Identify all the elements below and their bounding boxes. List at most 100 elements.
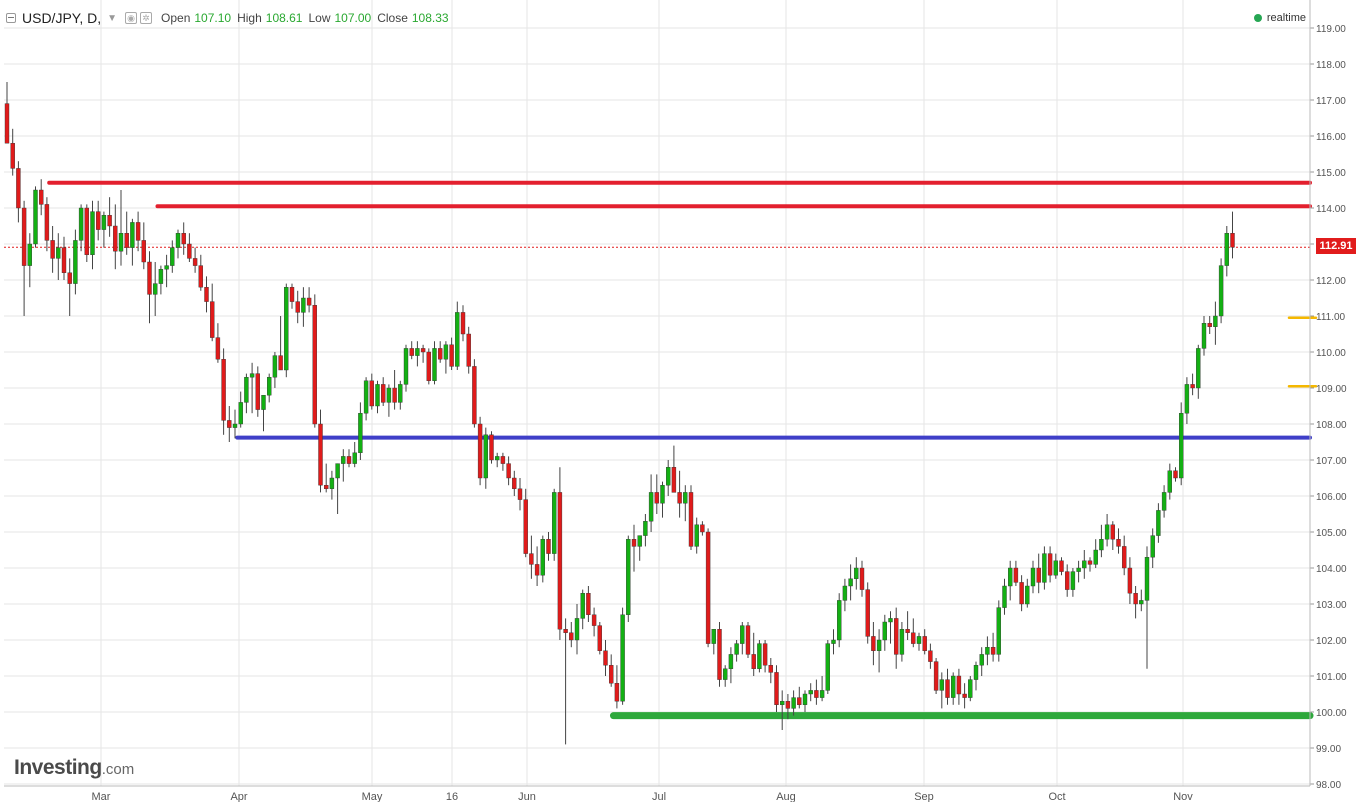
candle xyxy=(295,290,300,324)
candle-body xyxy=(10,142,15,169)
candle-body xyxy=(381,384,386,403)
candle xyxy=(455,301,460,370)
candle-body xyxy=(420,348,426,353)
candle xyxy=(232,409,238,439)
candle-body xyxy=(1064,571,1070,590)
y-tick-label: 111.00 xyxy=(1316,312,1346,323)
horizontal-lines xyxy=(4,180,1318,720)
y-tick-label: 119.00 xyxy=(1316,24,1346,35)
candle-body xyxy=(432,348,437,381)
candle-body xyxy=(1070,571,1076,590)
candle-body xyxy=(44,204,50,241)
chevron-down-icon[interactable]: ▼ xyxy=(107,12,118,24)
candle xyxy=(569,622,574,648)
candle-body xyxy=(996,607,1001,655)
collapse-icon[interactable] xyxy=(6,13,16,23)
candle-body xyxy=(512,477,517,490)
candle-body xyxy=(797,697,802,705)
candle xyxy=(517,478,523,511)
candle-body xyxy=(249,373,255,378)
candle-body xyxy=(107,214,112,227)
candle xyxy=(768,658,773,684)
candle xyxy=(1070,568,1076,597)
candle xyxy=(33,186,38,248)
candle xyxy=(591,607,597,637)
candle-body xyxy=(734,643,739,655)
candle-body xyxy=(324,485,329,490)
candle-body xyxy=(56,247,61,259)
candle-body xyxy=(1213,315,1218,328)
candle xyxy=(84,204,90,262)
candle xyxy=(238,391,243,428)
candle xyxy=(495,452,500,468)
candle xyxy=(819,676,825,702)
candle xyxy=(118,190,124,266)
candle-body xyxy=(677,492,682,504)
candle xyxy=(346,449,352,468)
candle-body xyxy=(73,240,78,284)
candle xyxy=(762,640,768,673)
candle xyxy=(1218,258,1224,324)
candle-body xyxy=(728,654,734,670)
candle xyxy=(426,348,431,385)
candle xyxy=(1002,578,1007,615)
candle xyxy=(962,683,967,709)
candle-body xyxy=(1173,470,1178,479)
eye-icon[interactable]: ◉ xyxy=(125,12,138,24)
candle-body xyxy=(1224,232,1230,266)
candle xyxy=(187,233,192,262)
candle xyxy=(1161,485,1167,518)
y-tick-label: 98.00 xyxy=(1316,780,1341,791)
candle xyxy=(586,586,591,622)
candle-body xyxy=(882,621,887,641)
candle-body xyxy=(945,679,950,698)
candle-body xyxy=(876,639,882,652)
candle xyxy=(1150,528,1155,568)
candle-body xyxy=(255,373,261,410)
candle xyxy=(472,359,477,428)
candle-body xyxy=(227,420,232,428)
candle xyxy=(312,294,317,428)
candle xyxy=(4,82,10,144)
candle-body xyxy=(1156,510,1161,536)
candle xyxy=(968,676,973,702)
candle xyxy=(27,233,32,288)
candle-body xyxy=(489,434,494,461)
candle-body xyxy=(1116,539,1121,547)
candle-body xyxy=(335,463,340,479)
open-value: 107.10 xyxy=(194,11,232,25)
candle-body xyxy=(152,283,158,295)
candle-body xyxy=(597,625,602,651)
candle-body xyxy=(574,618,580,641)
candle-body xyxy=(352,452,357,464)
candle-body xyxy=(1013,567,1019,583)
time-axis: Mar Apr May 16 Jun Jul Aug Sep Oct Nov xyxy=(4,785,1310,802)
candle xyxy=(956,668,962,705)
candle-body xyxy=(1087,560,1093,565)
candle xyxy=(979,647,984,676)
candle xyxy=(192,247,198,273)
candle xyxy=(660,481,665,518)
candle-body xyxy=(460,312,466,335)
candle xyxy=(152,262,158,316)
candle-body xyxy=(723,668,728,680)
candle-body xyxy=(90,211,95,256)
candle-body xyxy=(1099,539,1104,551)
candle-body xyxy=(865,589,870,637)
candle-body xyxy=(1047,553,1053,576)
candle-body xyxy=(238,402,243,425)
candle xyxy=(1053,553,1059,579)
candle-body xyxy=(911,632,916,644)
candle-body xyxy=(1082,560,1087,569)
investing-logo: Investing.com xyxy=(14,756,134,780)
candle-body xyxy=(648,492,654,522)
candle xyxy=(654,474,659,514)
candle xyxy=(158,265,164,295)
candle-body xyxy=(375,384,380,407)
candle xyxy=(352,442,357,468)
candle-body xyxy=(101,214,107,230)
settings-icon[interactable]: ✲ xyxy=(140,12,153,24)
candle xyxy=(392,370,397,410)
candle-body xyxy=(1121,546,1127,569)
